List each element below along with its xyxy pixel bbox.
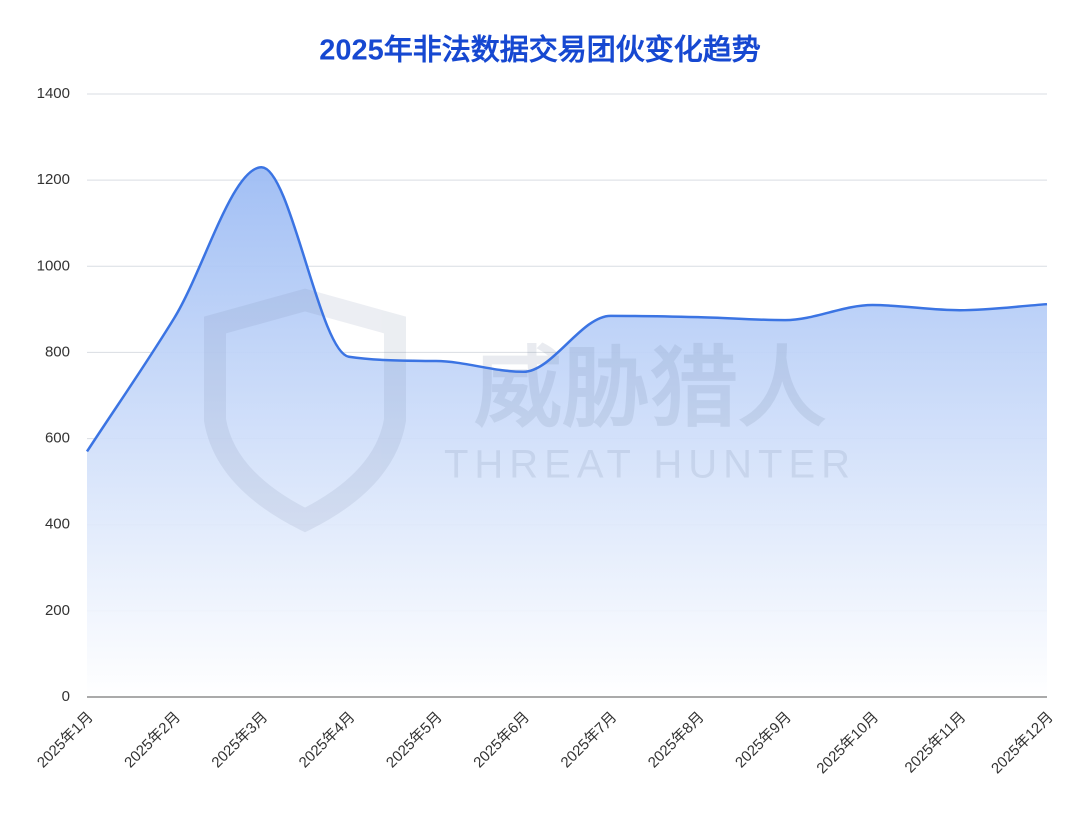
x-tick-label: 2025年10月 [813,709,882,778]
y-tick-label: 400 [45,516,70,533]
area-fill [87,167,1047,697]
x-tick-label: 2025年9月 [732,709,795,772]
y-tick-label: 600 [45,430,70,447]
x-tick-label: 2025年1月 [34,709,97,772]
x-tick-label: 2025年8月 [645,709,708,772]
x-tick-label: 2025年12月 [988,709,1057,778]
y-tick-label: 1000 [37,257,70,274]
watermark-shield [204,288,406,533]
watermark-text: THREAT HUNTER [444,443,856,487]
x-tick-label: 2025年3月 [208,709,271,772]
line [85,165,1048,453]
chart-title: 2025年非法数据交易团伙变化趋势 [319,33,761,67]
x-tick-label: 2025年2月 [121,709,184,772]
y-tick-label: 1400 [37,85,70,102]
x-tick-label: 2025年5月 [383,709,446,772]
y-tick-label: 800 [45,343,70,360]
x-tick-label: 2025年6月 [470,709,533,772]
y-tick-label: 1200 [37,171,70,188]
y-tick-label: 0 [62,688,70,705]
x-tick-label: 2025年4月 [296,709,359,772]
watermark-text: 威胁猎人 [474,338,826,437]
x-tick-label: 2025年7月 [558,709,621,772]
y-tick-label: 200 [45,602,70,619]
watermark: 威胁猎人 THREAT HUNTER [204,288,856,533]
x-tick-label: 2025年11月 [902,709,970,777]
